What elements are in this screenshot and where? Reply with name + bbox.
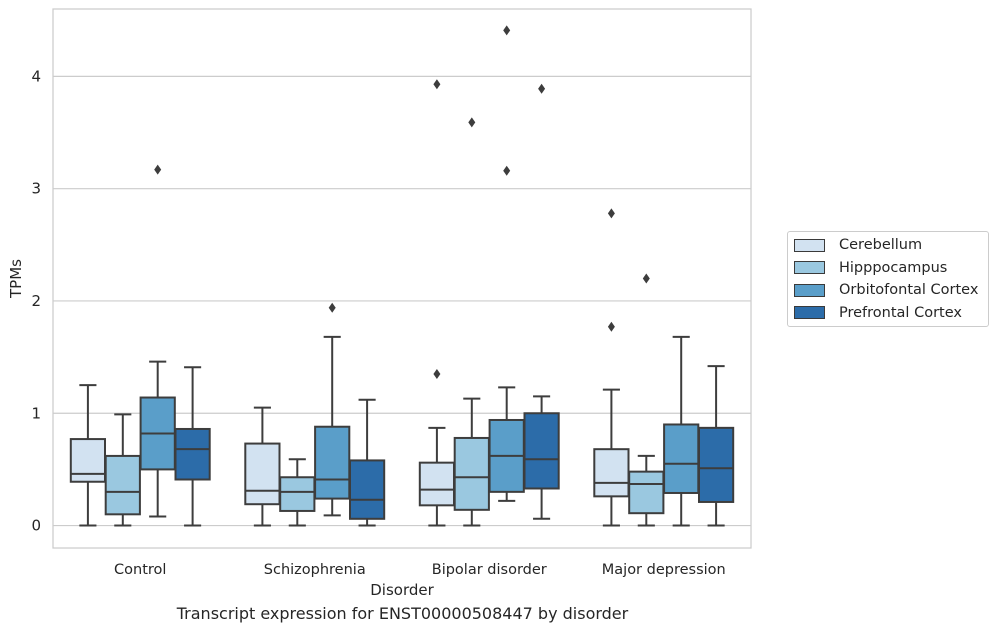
x-tick-label: Schizophrenia [264,562,366,578]
legend-label: Orbitofontal Cortex [839,282,979,298]
box-orbitofontal-cortex [139,164,176,518]
legend-item: Hipppocampus [794,259,947,277]
box-cerebellum [244,406,281,527]
box-prefrontal-cortex [697,365,735,527]
outlier-point [538,83,546,94]
x-tick-label: Control [114,562,166,578]
box-iqr [593,448,630,498]
box-iqr [314,425,351,500]
plot-frame [52,8,752,549]
box-iqr [348,459,386,520]
x-axis-label: Disorder [370,581,434,599]
box-orbitofontal-cortex [314,302,351,517]
x-tick-label: Bipolar disorder [432,562,547,578]
outlier-point [503,165,511,176]
y-tick-labels: 0 1 2 3 4 [31,67,41,534]
y-tick-label: 0 [31,517,41,535]
legend-item: Prefrontal Cortex [794,304,962,322]
legend: Cerebellum Hipppocampus Orbitofontal Corte… [787,231,989,327]
box-hipppocampus [279,458,316,527]
box-iqr [104,454,141,516]
box-iqr [418,461,456,507]
box-iqr [453,436,490,511]
box-iqr [279,476,316,512]
box-hipppocampus [628,273,665,527]
box-prefrontal-cortex [174,366,211,527]
outlier-point [154,164,162,175]
box-iqr [628,470,665,515]
y-tick-label: 3 [31,180,41,198]
box-iqr [174,427,211,481]
box-cerebellum [69,384,107,527]
legend-label: Hipppocampus [839,259,948,276]
box-orbitofontal-cortex [663,335,700,527]
x-tick-label: Major depression [602,562,726,578]
y-tick-label: 1 [31,404,41,422]
outlier-point [468,117,476,128]
box-iqr [697,426,735,503]
legend-swatch [794,283,825,297]
y-axis-label: TPMs [7,259,25,299]
legend-swatch [794,306,825,319]
x-tick-labels: Control Schizophrenia Bipolar disorder Majo… [114,562,726,578]
outlier-point [328,302,336,313]
outlier-point [433,368,441,379]
legend-item: Orbitofontal Cortex [794,281,978,299]
outlier-point [607,321,615,332]
y-tick-label: 2 [31,292,41,310]
box-iqr [244,442,281,506]
legend-item: Cerebellum [794,236,922,254]
outlier-point [433,79,441,90]
box-iqr [663,423,700,494]
box-cerebellum [593,208,630,527]
box-hipppocampus [104,413,141,527]
legend-label: Cerebellum [839,237,923,253]
outlier-point [607,208,615,219]
outlier-point [642,273,650,284]
box-cerebellum [418,79,456,527]
y-tick-label: 4 [31,67,41,85]
box-iqr [69,438,107,483]
legend-swatch [794,261,825,274]
box-hipppocampus [453,117,490,527]
box-prefrontal-cortex [523,83,560,520]
legend-label: Prefrontal Cortex [839,304,962,321]
outlier-point [503,25,511,36]
box-orbitofontal-cortex [488,25,525,502]
box-series [69,25,735,527]
chart-caption: Transcript expression for ENST0000050844… [176,604,629,623]
legend-swatch [794,238,825,252]
box-prefrontal-cortex [348,398,386,527]
box-iqr [523,412,560,490]
